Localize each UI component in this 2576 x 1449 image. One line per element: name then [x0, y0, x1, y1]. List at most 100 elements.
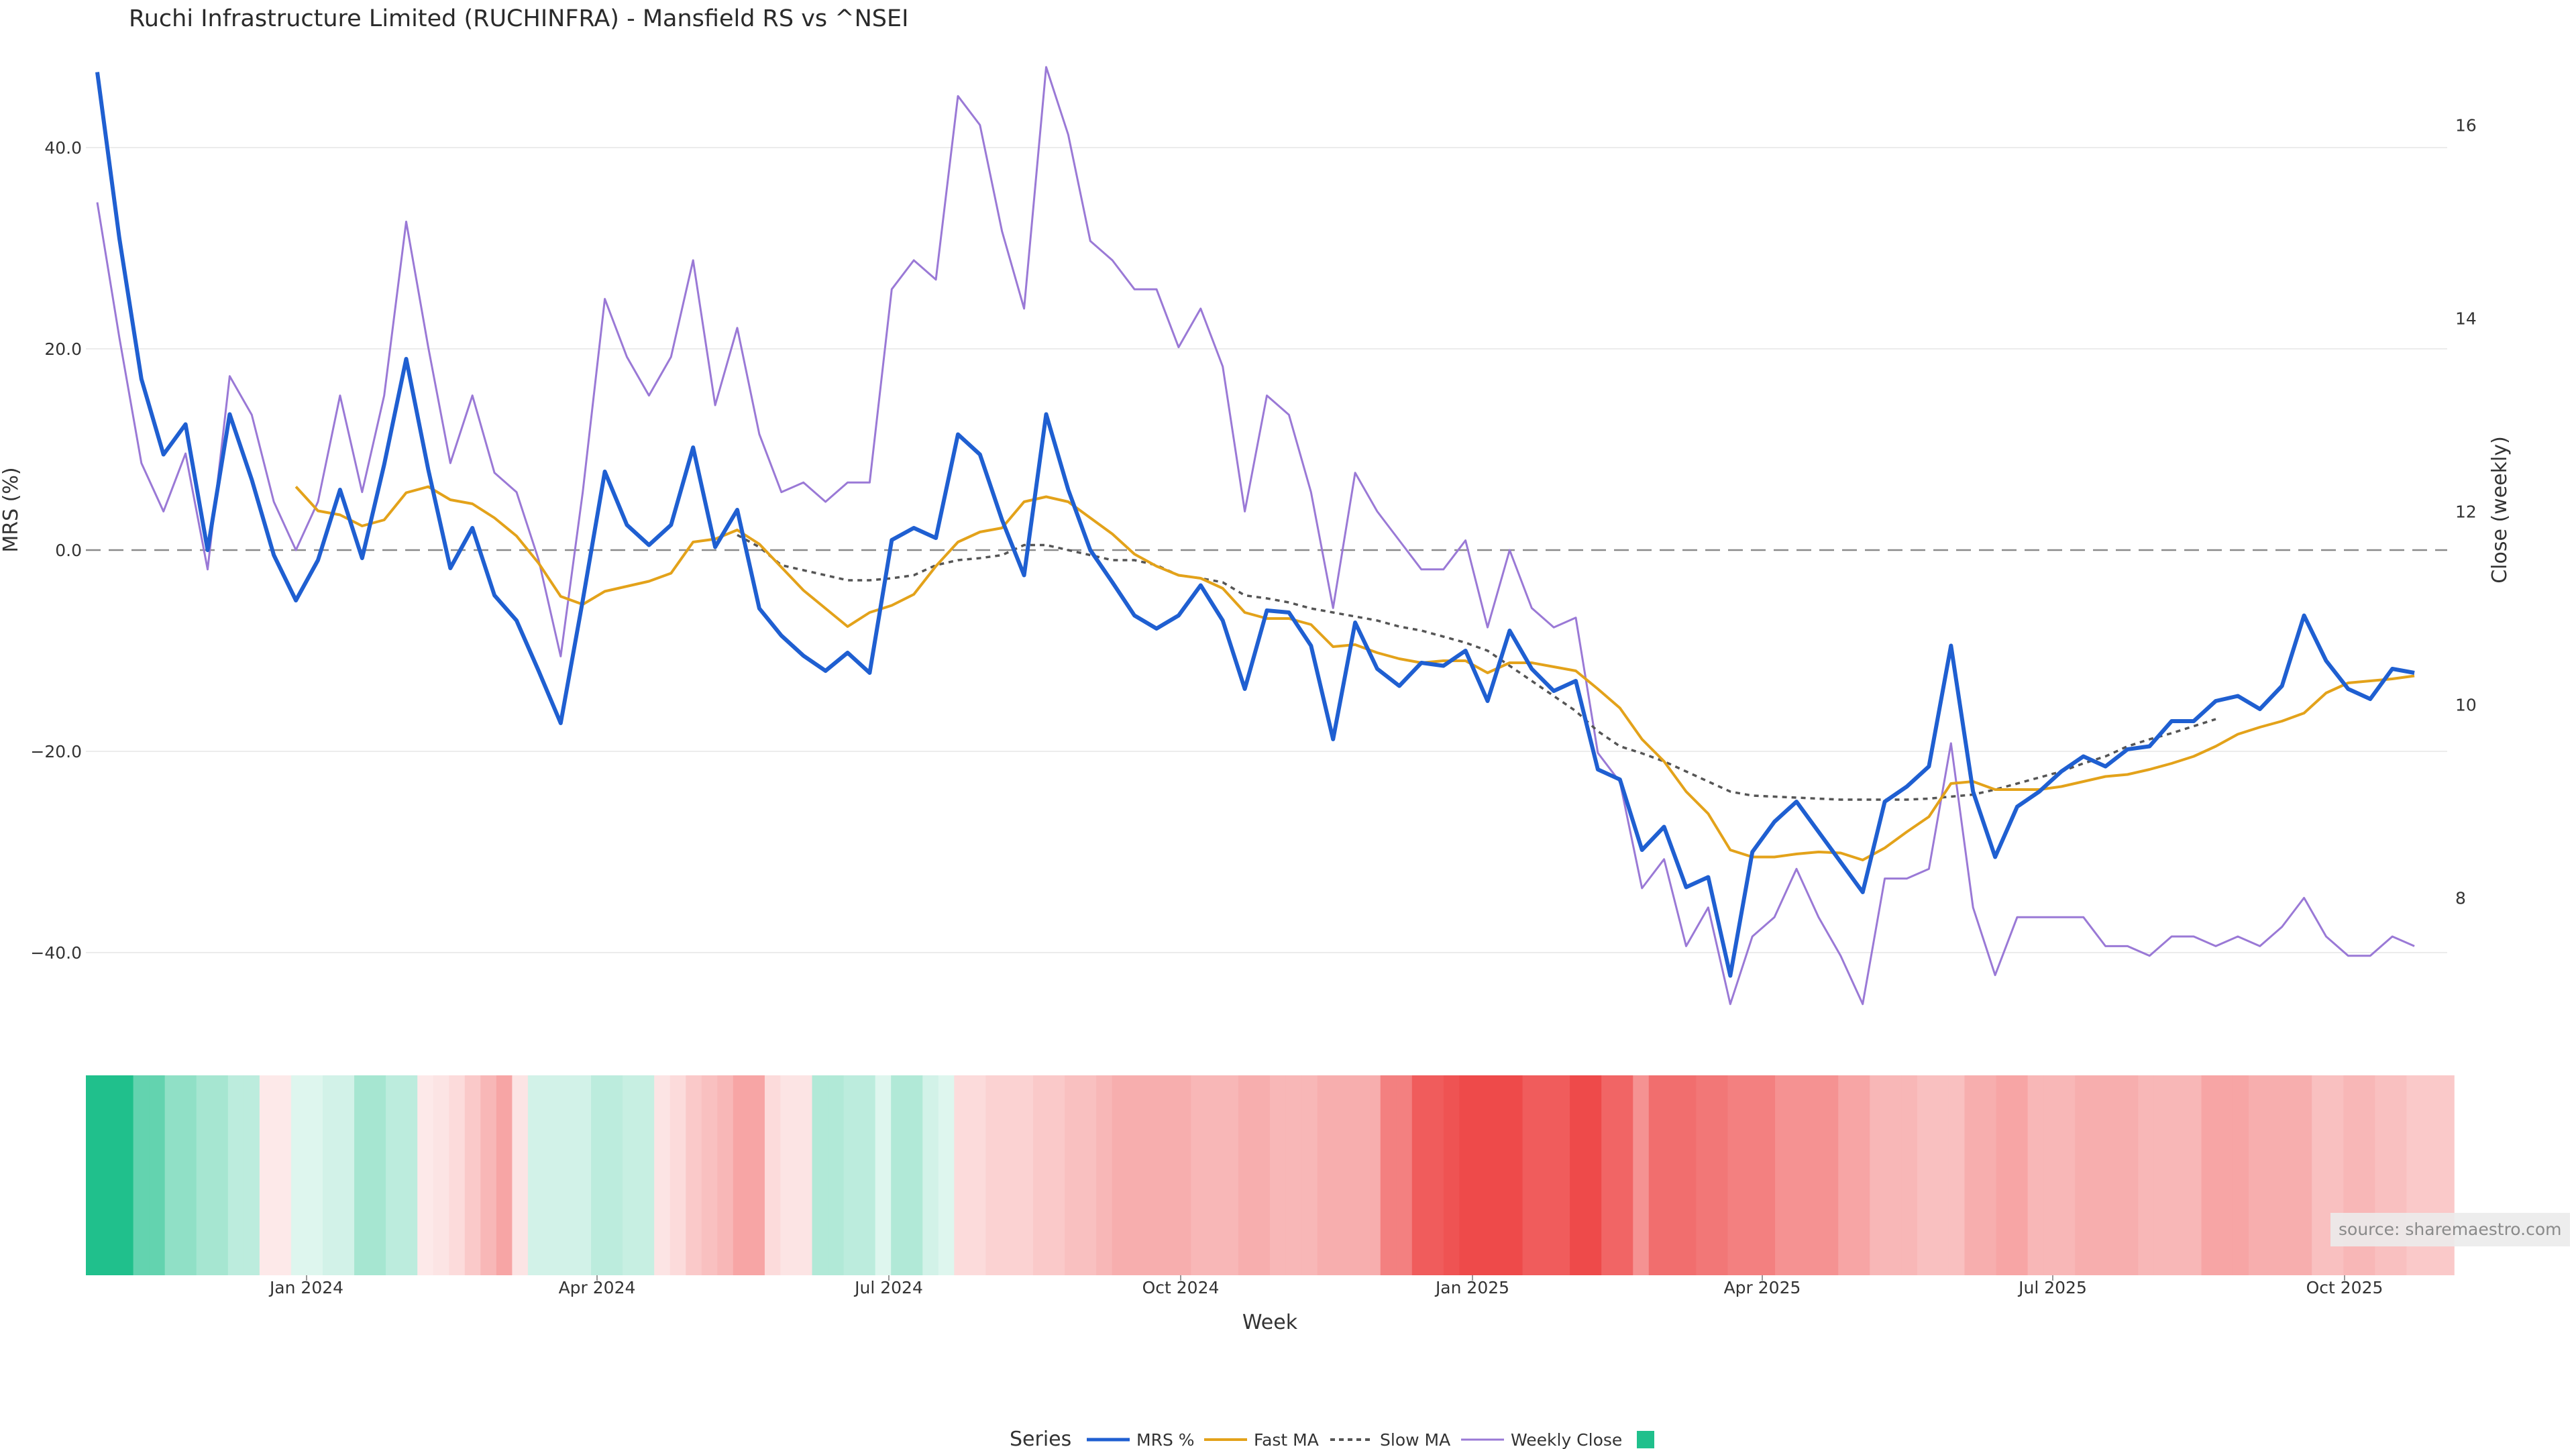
strength-strip-cell — [433, 1075, 450, 1275]
strength-strip-cell — [1333, 1075, 1350, 1275]
legend-strip-swatch — [1637, 1431, 1654, 1448]
strength-strip-cell — [591, 1075, 608, 1275]
strength-strip-cell — [133, 1075, 150, 1275]
strength-strip-cell — [1459, 1075, 1476, 1275]
strength-strip-cell — [512, 1075, 529, 1275]
strength-strip-cell — [1538, 1075, 1555, 1275]
legend-weekly-close-label: Weekly Close — [1511, 1430, 1622, 1449]
strength-strip-cell — [227, 1075, 245, 1275]
strength-strip-cell — [2264, 1075, 2281, 1275]
x-tick-label: Jan 2025 — [1434, 1278, 1509, 1297]
strength-strip-cell — [101, 1075, 118, 1275]
strength-strip-cell — [354, 1075, 371, 1275]
strength-strip-cell — [969, 1075, 987, 1275]
strength-strip-cell — [1112, 1075, 1128, 1275]
strength-strip-cell — [2090, 1075, 2108, 1275]
strength-strip-cell — [623, 1075, 639, 1275]
strength-strip-cell — [449, 1075, 466, 1275]
strength-strip-cell — [2106, 1075, 2123, 1275]
strength-strip-cell — [2075, 1075, 2092, 1275]
strength-strip-cell — [149, 1075, 166, 1275]
strength-strip-cell — [938, 1075, 955, 1275]
series-mrs-line — [95, 72, 2415, 978]
strength-strip-cell — [1570, 1075, 1587, 1275]
strength-strip-cell — [1411, 1075, 1429, 1275]
legend-mrs-label: MRS % — [1136, 1430, 1195, 1449]
strength-strip-cell — [1080, 1075, 1097, 1275]
chart-title: Ruchi Infrastructure Limited (RUCHINFRA)… — [129, 5, 909, 32]
strength-strip-cell — [780, 1075, 797, 1275]
strength-strip-cell — [1743, 1075, 1760, 1275]
strength-strip-cell — [290, 1075, 308, 1275]
strength-strip-cell — [1191, 1075, 1208, 1275]
y-tick-label: 0.0 — [55, 541, 82, 560]
strength-strip-cell — [1159, 1075, 1176, 1275]
strength-strip-cell — [906, 1075, 924, 1275]
strength-strip-cell — [2185, 1075, 2202, 1275]
strength-strip-cell — [1491, 1075, 1507, 1275]
strength-strip-cell — [654, 1075, 671, 1275]
series-weekly-close-line — [96, 66, 2415, 1006]
y-tick-label: −40.0 — [30, 943, 82, 963]
x-axis-title: Week — [1242, 1311, 1298, 1334]
strength-strip-cell — [1254, 1075, 1271, 1275]
strength-strip-cell — [370, 1075, 386, 1275]
legend-title: Series — [1010, 1428, 1071, 1449]
strength-strip-cell — [386, 1075, 402, 1275]
y2-tick-label: 10 — [2455, 695, 2477, 714]
strength-strip-cell — [164, 1075, 181, 1275]
strength-strip-cell — [1049, 1075, 1065, 1275]
strength-strip-cell — [575, 1075, 592, 1275]
strength-strip-cell — [1838, 1075, 1855, 1275]
strength-strip-cell — [1001, 1075, 1018, 1275]
strength-strip-cell — [1933, 1075, 1949, 1275]
strength-strip-cell — [1964, 1075, 1981, 1275]
strength-strip-cell — [1443, 1075, 1460, 1275]
strength-strip-cell — [1696, 1075, 1713, 1275]
strength-strip-cell — [1222, 1075, 1239, 1275]
strength-strip-cell — [2249, 1075, 2265, 1275]
strength-strip-cell — [212, 1075, 229, 1275]
strength-strip-cell — [686, 1075, 702, 1275]
strength-strip-cell — [2169, 1075, 2186, 1275]
strength-strip-cell — [417, 1075, 434, 1275]
strength-strip-cell — [1948, 1075, 1966, 1275]
strength-strip-cell — [749, 1075, 765, 1275]
strength-strip-cell — [2201, 1075, 2218, 1275]
strength-strip-cell — [559, 1075, 576, 1275]
strength-strip-cell — [259, 1075, 276, 1275]
strength-strip-cell — [2122, 1075, 2139, 1275]
strength-strip-cell — [638, 1075, 655, 1275]
strength-strip-cell — [180, 1075, 197, 1275]
strength-strip-cell — [244, 1075, 260, 1275]
strength-strip-cell — [1790, 1075, 1807, 1275]
x-tick-label: Apr 2025 — [1724, 1278, 1801, 1297]
strength-strip-cell — [1143, 1075, 1161, 1275]
strength-strip-cell — [812, 1075, 828, 1275]
strength-strip-cell — [606, 1075, 623, 1275]
y2-tick-label: 14 — [2455, 309, 2477, 328]
y-tick-label: 40.0 — [44, 138, 82, 158]
strength-strip-cell — [2027, 1075, 2044, 1275]
strength-strip-cell — [1096, 1075, 1113, 1275]
strength-strip-cell — [717, 1075, 734, 1275]
strength-strip-cell — [1348, 1075, 1365, 1275]
strength-strip-cell — [1664, 1075, 1681, 1275]
strength-strip-cell — [1854, 1075, 1871, 1275]
strength-strip-cell — [1807, 1075, 1823, 1275]
source-note: source: sharemaestro.com — [2330, 1213, 2570, 1246]
x-tick-label: Apr 2024 — [559, 1278, 636, 1297]
strength-strip-cell — [1727, 1075, 1744, 1275]
strength-strip-cell — [1601, 1075, 1618, 1275]
y2-tick-label: 8 — [2455, 888, 2466, 908]
strength-strip-cell — [764, 1075, 782, 1275]
x-tick-label: Jan 2024 — [268, 1278, 343, 1297]
strength-strip-cell — [1585, 1075, 1602, 1275]
strength-strip-cell — [1507, 1075, 1523, 1275]
strength-strip-cell — [2312, 1075, 2328, 1275]
strength-strip-cell — [2138, 1075, 2155, 1275]
strength-strip-cell — [527, 1075, 545, 1275]
x-tick-label: Oct 2025 — [2306, 1278, 2383, 1297]
strength-strip-cell — [1648, 1075, 1666, 1275]
strength-strip-cell — [1380, 1075, 1397, 1275]
